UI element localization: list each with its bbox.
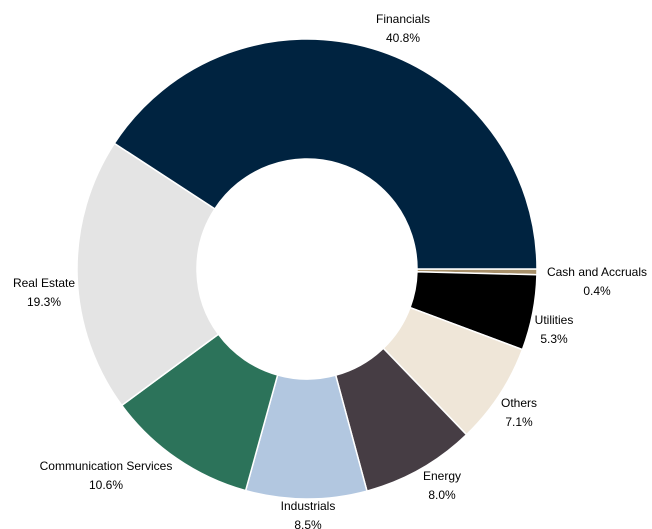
slice-financials [113,38,538,270]
slice-real-estate [76,142,220,407]
value-label-financials: 40.8% [386,31,420,45]
label-utilities: Utilities [535,313,574,327]
label-others: Others [501,396,537,410]
slice-labels: Cash and Accruals 0.4% Utilities 5.3% Others… [13,12,647,529]
label-cash-and-accruals: Cash and Accruals [547,265,647,279]
value-label-energy: 8.0% [428,488,456,502]
label-real-estate: Real Estate [13,276,75,290]
value-label-others: 7.1% [505,415,533,429]
label-energy: Energy [423,469,461,483]
value-label-communication-services: 10.6% [89,478,123,492]
label-communication-services: Communication Services [40,459,173,473]
value-label-industrials: 8.5% [294,518,322,529]
value-label-cash-and-accruals: 0.4% [583,284,611,298]
value-label-utilities: 5.3% [540,332,568,346]
label-industrials: Industrials [281,499,336,513]
donut-slices [76,38,538,500]
label-financials: Financials [376,12,430,26]
value-label-real-estate: 19.3% [27,295,61,309]
